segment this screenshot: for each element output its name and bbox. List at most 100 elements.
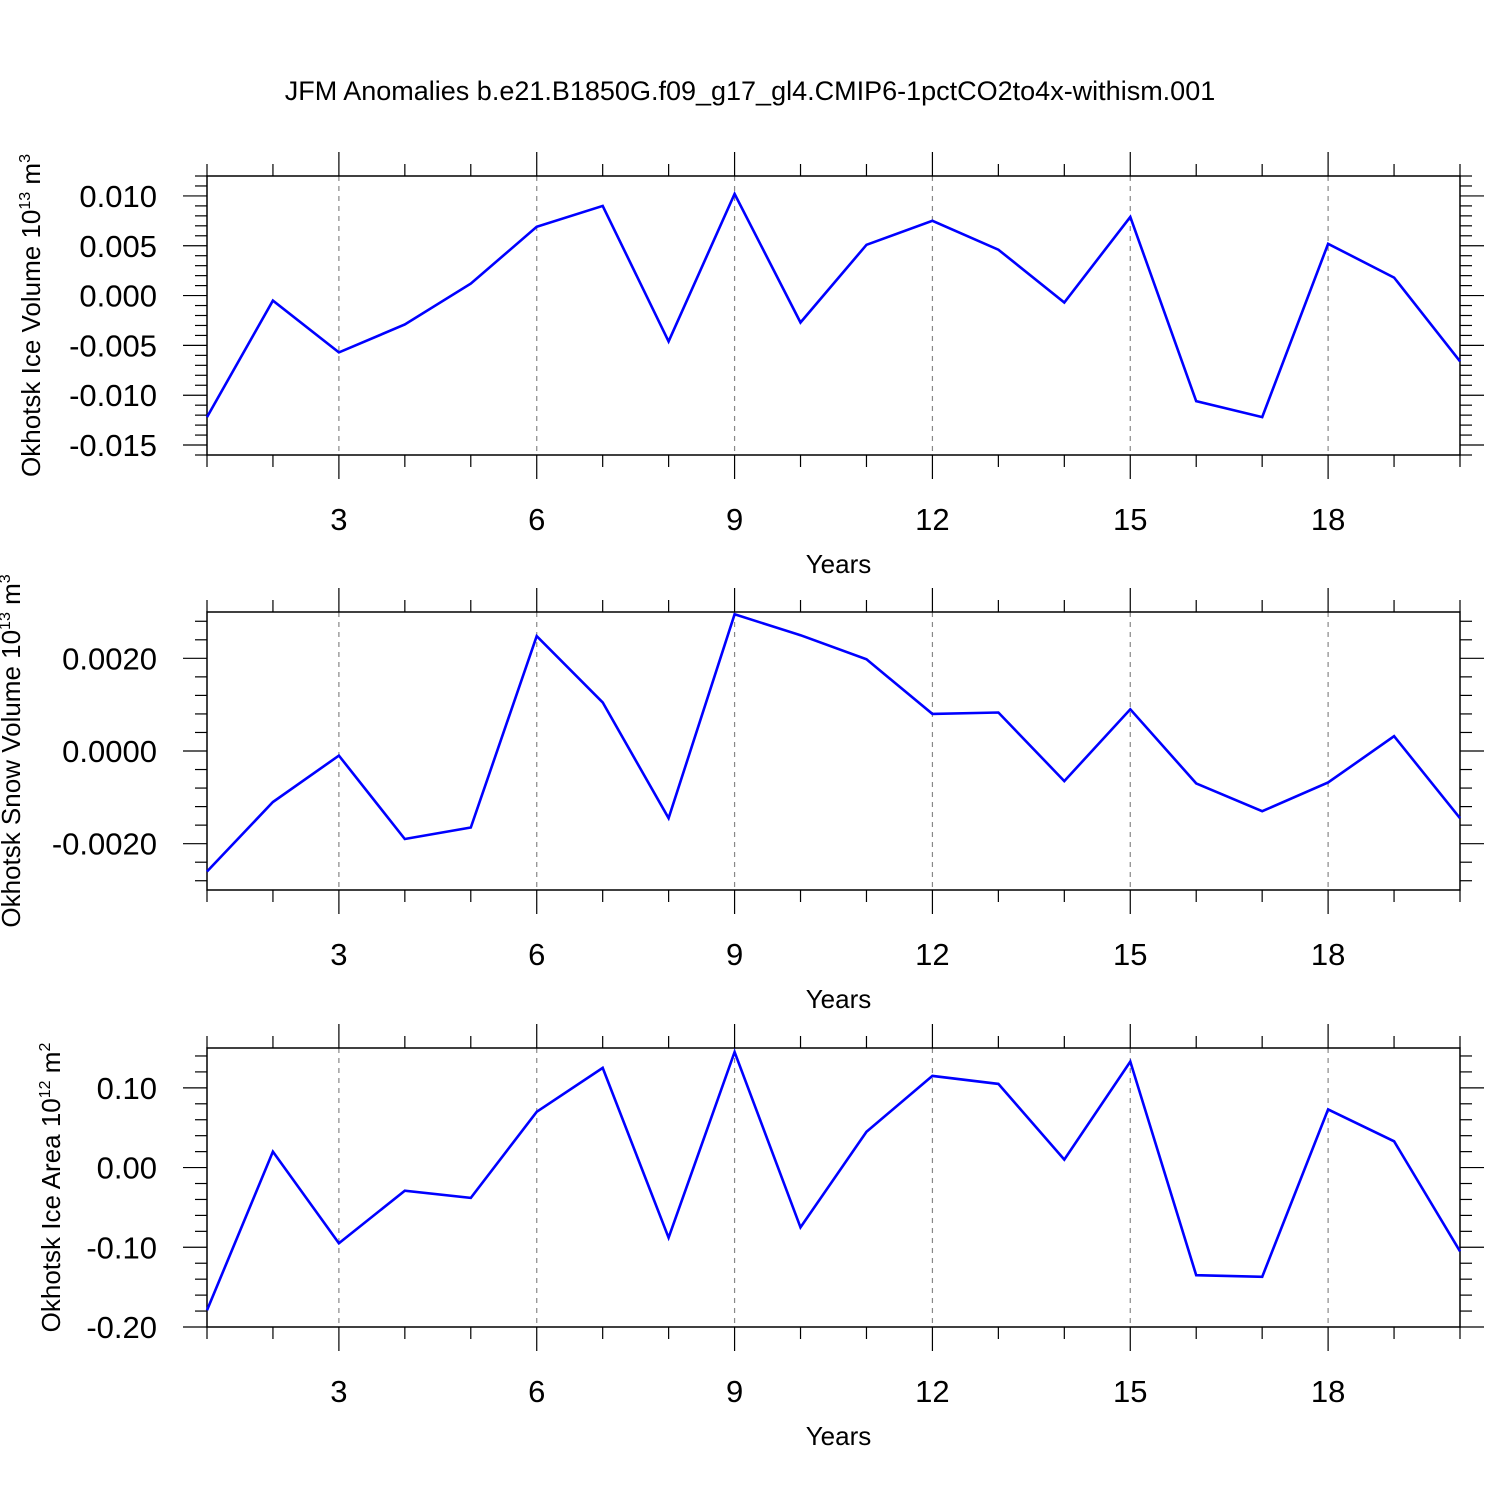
y-label-exponent: 13 — [17, 192, 34, 210]
y-tick-label: 0.005 — [79, 229, 157, 264]
data-point — [1261, 1276, 1263, 1278]
data-point — [206, 416, 208, 418]
data-point — [667, 340, 669, 342]
x-tick-label: 12 — [915, 1374, 949, 1409]
x-tick-label: 18 — [1311, 502, 1345, 537]
data-point — [1195, 1274, 1197, 1276]
y-tick-label: 0.10 — [97, 1071, 157, 1106]
data-point — [1327, 1108, 1329, 1110]
data-point — [272, 801, 274, 803]
y-tick-label: 0.00 — [97, 1151, 157, 1186]
data-point — [865, 1131, 867, 1133]
x-axis-label: Years — [806, 984, 872, 1014]
data-point — [601, 701, 603, 703]
data-point — [272, 299, 274, 301]
data-point — [733, 613, 735, 615]
data-point — [1393, 276, 1395, 278]
data-point — [1063, 780, 1065, 782]
y-tick-label: -0.005 — [69, 328, 157, 363]
data-point — [1261, 416, 1263, 418]
data-point — [1129, 216, 1131, 218]
data-point — [1063, 1158, 1065, 1160]
data-point — [601, 205, 603, 207]
data-point — [338, 351, 340, 353]
y-label-text: Okhotsk Snow Volume 10 — [0, 630, 26, 928]
plot-frame — [206, 175, 1461, 456]
data-point — [865, 244, 867, 246]
y-label-unit-exponent: 2 — [37, 1043, 54, 1052]
x-tick-label: 9 — [726, 502, 743, 537]
data-point — [1327, 243, 1329, 245]
data-point — [536, 226, 538, 228]
data-point — [1459, 817, 1461, 819]
data-point — [997, 249, 999, 251]
data-point — [931, 713, 933, 715]
data-point — [1459, 1250, 1461, 1252]
series-line — [205, 190, 1462, 419]
x-tick-label: 15 — [1113, 937, 1147, 972]
y-tick-label: -0.015 — [69, 428, 157, 463]
x-tick-label: 3 — [330, 502, 347, 537]
data-point — [931, 220, 933, 222]
data-point — [601, 1067, 603, 1069]
data-point — [997, 1083, 999, 1085]
data-point — [1261, 810, 1263, 812]
panel-3: -0.20 -0.10 0.00 0.10 3 6 9 12 15 18 Years Okhotsk … — [36, 1024, 1484, 1451]
data-point — [404, 323, 406, 325]
data-point — [206, 1309, 208, 1311]
data-point — [667, 1237, 669, 1239]
data-point — [536, 1111, 538, 1113]
x-tick-label: 9 — [726, 1374, 743, 1409]
data-point — [799, 321, 801, 323]
y-label-text: Okhotsk Ice Volume 10 — [16, 210, 46, 477]
y-label-unit: m — [16, 163, 46, 192]
data-point — [1063, 301, 1065, 303]
x-tick-label: 3 — [330, 937, 347, 972]
y-tick-label: -0.10 — [86, 1230, 157, 1265]
x-tick-label: 9 — [726, 937, 743, 972]
x-axis-label: Years — [806, 549, 872, 579]
data-point — [733, 1051, 735, 1053]
y-axis-label: Okhotsk Snow Volume 1013 m3 — [0, 574, 26, 927]
plot-frame — [206, 611, 1461, 891]
y-label-unit-exponent: 3 — [0, 574, 14, 583]
x-tick-label: 6 — [528, 1374, 545, 1409]
panel-1: -0.015 -0.010 -0.005 0.000 0.005 0.010 3 6 9 12 15… — [16, 152, 1484, 579]
x-tick-label: 6 — [528, 937, 545, 972]
y-label-unit-exponent: 3 — [17, 154, 34, 163]
data-point — [470, 282, 472, 284]
data-point — [1393, 1140, 1395, 1142]
data-point — [536, 635, 538, 637]
x-tick-label: 6 — [528, 502, 545, 537]
y-tick-label: 0.010 — [79, 179, 157, 214]
data-point — [404, 838, 406, 840]
data-point — [733, 193, 735, 195]
y-axis-label: Okhotsk Ice Volume 1013 m3 — [16, 154, 46, 477]
y-label-unit: m — [36, 1052, 66, 1081]
data-point — [1195, 400, 1197, 402]
data-point — [865, 658, 867, 660]
data-point — [1393, 735, 1395, 737]
y-label-text: Okhotsk Ice Area 10 — [36, 1098, 66, 1332]
x-tick-label: 12 — [915, 502, 949, 537]
data-point — [404, 1189, 406, 1191]
data-point — [997, 711, 999, 713]
data-point — [1129, 708, 1131, 710]
data-point — [667, 817, 669, 819]
y-label-unit: m — [0, 583, 26, 612]
y-tick-label: 0.000 — [79, 279, 157, 314]
data-point — [1327, 781, 1329, 783]
plot-frame — [206, 1047, 1461, 1328]
x-tick-label: 15 — [1113, 502, 1147, 537]
data-point — [1459, 360, 1461, 362]
data-point — [931, 1075, 933, 1077]
data-point — [272, 1150, 274, 1152]
y-tick-label: 0.0000 — [62, 734, 157, 769]
figure-title: JFM Anomalies b.e21.B1850G.f09_g17_gl4.C… — [285, 76, 1216, 106]
x-tick-label: 18 — [1311, 1374, 1345, 1409]
data-point — [1129, 1060, 1131, 1062]
data-point — [799, 1226, 801, 1228]
data-point — [799, 634, 801, 636]
y-tick-label: -0.20 — [86, 1310, 157, 1345]
